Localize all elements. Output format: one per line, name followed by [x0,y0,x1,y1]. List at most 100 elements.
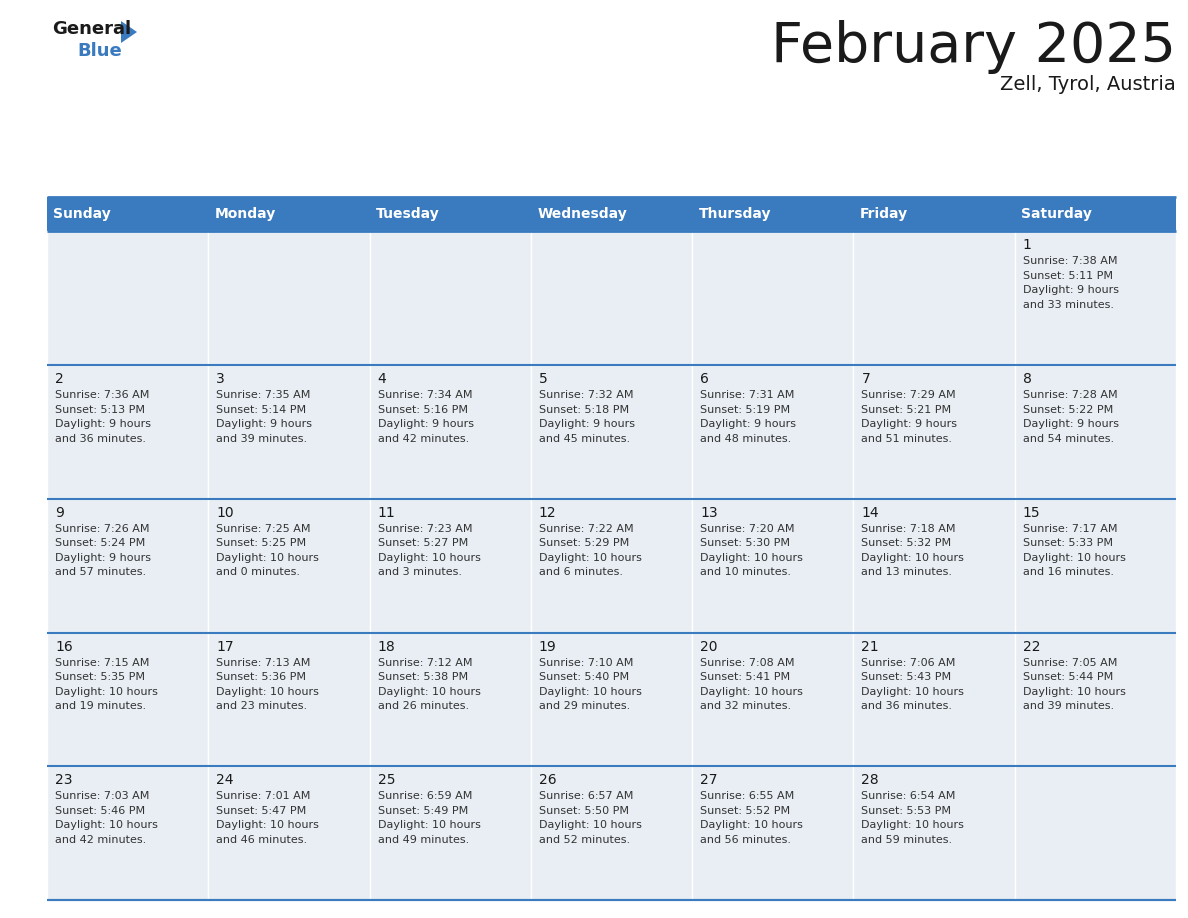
Text: Monday: Monday [215,207,276,221]
Bar [531,197,693,231]
Text: and 13 minutes.: and 13 minutes. [861,567,953,577]
Text: and 19 minutes.: and 19 minutes. [55,701,146,711]
Text: Sunrise: 7:35 AM: Sunrise: 7:35 AM [216,390,311,400]
Bar [853,365,1015,498]
Text: Sunrise: 7:26 AM: Sunrise: 7:26 AM [55,524,150,534]
Bar [693,498,853,633]
Text: February 2025: February 2025 [771,20,1176,74]
Text: Sunrise: 7:13 AM: Sunrise: 7:13 AM [216,657,311,667]
Text: and 33 minutes.: and 33 minutes. [1023,300,1114,310]
Bar [369,231,531,365]
Text: and 54 minutes.: and 54 minutes. [1023,433,1114,443]
Text: Daylight: 10 hours: Daylight: 10 hours [55,821,158,830]
Text: Sunset: 5:35 PM: Sunset: 5:35 PM [55,672,145,682]
Text: Daylight: 9 hours: Daylight: 9 hours [378,420,474,429]
Text: Sunrise: 7:06 AM: Sunrise: 7:06 AM [861,657,956,667]
Bar [48,633,208,767]
Bar [853,767,1015,900]
Text: 8: 8 [1023,372,1031,386]
Bar [48,498,208,633]
Text: Sunset: 5:40 PM: Sunset: 5:40 PM [539,672,630,682]
Bar [853,498,1015,633]
Text: Sunrise: 7:17 AM: Sunrise: 7:17 AM [1023,524,1117,534]
Text: Sunrise: 7:20 AM: Sunrise: 7:20 AM [700,524,795,534]
Text: 17: 17 [216,640,234,654]
Text: Daylight: 9 hours: Daylight: 9 hours [861,420,958,429]
Text: Sunset: 5:19 PM: Sunset: 5:19 PM [700,405,790,415]
Text: Daylight: 10 hours: Daylight: 10 hours [216,821,320,830]
Text: Sunrise: 7:32 AM: Sunrise: 7:32 AM [539,390,633,400]
Bar [369,633,531,767]
Text: Daylight: 10 hours: Daylight: 10 hours [861,553,965,563]
Text: 18: 18 [378,640,396,654]
Text: and 49 minutes.: and 49 minutes. [378,834,469,845]
Text: Sunset: 5:36 PM: Sunset: 5:36 PM [216,672,307,682]
Text: Sunset: 5:14 PM: Sunset: 5:14 PM [216,405,307,415]
Text: and 32 minutes.: and 32 minutes. [700,701,791,711]
Text: Sunset: 5:11 PM: Sunset: 5:11 PM [1023,271,1113,281]
Text: Sunset: 5:52 PM: Sunset: 5:52 PM [700,806,790,816]
Text: and 10 minutes.: and 10 minutes. [700,567,791,577]
Text: Sunset: 5:13 PM: Sunset: 5:13 PM [55,405,145,415]
Text: and 57 minutes.: and 57 minutes. [55,567,146,577]
Text: and 51 minutes.: and 51 minutes. [861,433,953,443]
Bar [208,197,369,231]
Text: 4: 4 [378,372,386,386]
Bar [693,197,853,231]
Text: Sunday: Sunday [53,207,112,221]
Text: Sunrise: 6:59 AM: Sunrise: 6:59 AM [378,791,472,801]
Bar [1015,767,1176,900]
Bar [531,767,693,900]
Text: 2: 2 [55,372,64,386]
Text: Daylight: 10 hours: Daylight: 10 hours [700,821,803,830]
Text: 15: 15 [1023,506,1041,520]
Text: 20: 20 [700,640,718,654]
Text: Daylight: 10 hours: Daylight: 10 hours [700,687,803,697]
Bar [693,365,853,498]
Text: Daylight: 10 hours: Daylight: 10 hours [216,553,320,563]
Text: Sunset: 5:46 PM: Sunset: 5:46 PM [55,806,145,816]
Text: and 26 minutes.: and 26 minutes. [378,701,469,711]
Text: and 56 minutes.: and 56 minutes. [700,834,791,845]
Text: Sunset: 5:18 PM: Sunset: 5:18 PM [539,405,630,415]
Text: Sunrise: 7:10 AM: Sunrise: 7:10 AM [539,657,633,667]
Text: 14: 14 [861,506,879,520]
Text: Daylight: 10 hours: Daylight: 10 hours [539,821,642,830]
Bar [48,767,208,900]
Bar [853,231,1015,365]
Text: 22: 22 [1023,640,1041,654]
Text: 10: 10 [216,506,234,520]
Text: 5: 5 [539,372,548,386]
Bar [369,365,531,498]
Bar [531,231,693,365]
Text: Daylight: 10 hours: Daylight: 10 hours [378,553,480,563]
Text: and 42 minutes.: and 42 minutes. [55,834,146,845]
Text: 19: 19 [539,640,557,654]
Text: and 39 minutes.: and 39 minutes. [216,433,308,443]
Text: Sunrise: 7:31 AM: Sunrise: 7:31 AM [700,390,795,400]
Text: Daylight: 10 hours: Daylight: 10 hours [861,821,965,830]
Bar [369,197,531,231]
Text: Daylight: 9 hours: Daylight: 9 hours [700,420,796,429]
Bar [208,231,369,365]
Text: Daylight: 9 hours: Daylight: 9 hours [216,420,312,429]
Text: 3: 3 [216,372,225,386]
Text: Daylight: 10 hours: Daylight: 10 hours [55,687,158,697]
Text: Sunrise: 6:54 AM: Sunrise: 6:54 AM [861,791,956,801]
Bar [1015,633,1176,767]
Text: and 23 minutes.: and 23 minutes. [216,701,308,711]
Text: Daylight: 10 hours: Daylight: 10 hours [539,553,642,563]
Text: Sunset: 5:24 PM: Sunset: 5:24 PM [55,538,145,548]
Text: Blue: Blue [77,42,121,60]
Text: 24: 24 [216,773,234,788]
Text: Sunrise: 7:38 AM: Sunrise: 7:38 AM [1023,256,1117,266]
Text: Sunrise: 6:57 AM: Sunrise: 6:57 AM [539,791,633,801]
Text: Sunrise: 7:05 AM: Sunrise: 7:05 AM [1023,657,1117,667]
Text: Daylight: 10 hours: Daylight: 10 hours [700,553,803,563]
Text: 12: 12 [539,506,556,520]
Text: and 42 minutes.: and 42 minutes. [378,433,469,443]
Text: Saturday: Saturday [1022,207,1092,221]
Text: Sunset: 5:50 PM: Sunset: 5:50 PM [539,806,628,816]
Bar [853,197,1015,231]
Text: Daylight: 9 hours: Daylight: 9 hours [1023,420,1119,429]
